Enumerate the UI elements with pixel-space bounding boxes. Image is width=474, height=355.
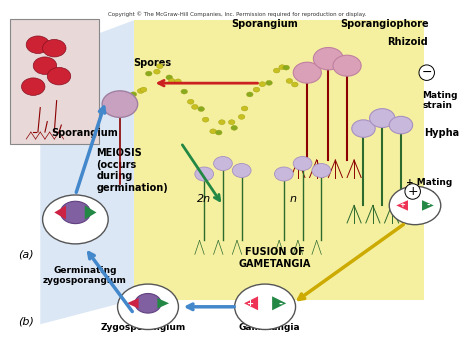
Circle shape	[389, 116, 413, 134]
Circle shape	[214, 157, 232, 170]
Circle shape	[283, 65, 290, 70]
Circle shape	[135, 294, 161, 313]
Text: Hypha: Hypha	[424, 127, 459, 138]
Polygon shape	[55, 206, 66, 219]
Polygon shape	[422, 200, 434, 211]
Circle shape	[26, 36, 50, 54]
Circle shape	[235, 284, 296, 329]
Circle shape	[198, 106, 204, 111]
Text: Zygosporangium: Zygosporangium	[100, 322, 186, 332]
Circle shape	[286, 78, 292, 83]
Text: MEIOSIS
(occurs
during
germination): MEIOSIS (occurs during germination)	[97, 148, 168, 193]
Circle shape	[130, 92, 137, 97]
Circle shape	[146, 71, 152, 76]
Text: 2n: 2n	[197, 194, 211, 204]
Circle shape	[102, 91, 137, 118]
Circle shape	[232, 164, 251, 178]
Text: Spores: Spores	[134, 58, 172, 68]
Circle shape	[292, 82, 298, 87]
Circle shape	[333, 55, 361, 76]
Circle shape	[279, 65, 285, 70]
Circle shape	[293, 157, 312, 170]
Circle shape	[202, 117, 209, 122]
Circle shape	[154, 69, 160, 74]
Circle shape	[253, 87, 260, 92]
Text: (a): (a)	[18, 250, 34, 260]
Circle shape	[246, 92, 253, 97]
Circle shape	[389, 186, 441, 225]
Circle shape	[47, 67, 71, 85]
Circle shape	[231, 125, 237, 130]
Circle shape	[238, 114, 245, 119]
Circle shape	[313, 48, 343, 70]
Text: -: -	[426, 201, 430, 210]
FancyBboxPatch shape	[10, 18, 99, 144]
Circle shape	[60, 201, 91, 224]
Circle shape	[195, 167, 214, 181]
Text: Germinating
zygosporangium: Germinating zygosporangium	[43, 266, 127, 285]
Circle shape	[43, 39, 66, 57]
Circle shape	[166, 75, 173, 80]
Polygon shape	[157, 298, 169, 308]
Text: +: +	[246, 299, 254, 308]
Text: Mating
strain: Mating strain	[422, 91, 457, 110]
Polygon shape	[272, 296, 286, 310]
Text: Gametangia: Gametangia	[239, 322, 301, 332]
Circle shape	[274, 167, 293, 181]
Text: Rhizoid: Rhizoid	[387, 37, 428, 47]
Circle shape	[140, 87, 147, 92]
Circle shape	[33, 57, 57, 75]
Circle shape	[187, 99, 194, 104]
Circle shape	[219, 120, 225, 125]
Circle shape	[312, 164, 331, 178]
Text: + Mating
strain: + Mating strain	[406, 178, 452, 198]
Text: Sporangium: Sporangium	[51, 127, 118, 138]
Text: FUSION OF
GAMETANGIA: FUSION OF GAMETANGIA	[238, 247, 310, 269]
Text: Sporangium: Sporangium	[232, 19, 299, 29]
Text: -: -	[278, 298, 282, 308]
Circle shape	[228, 120, 235, 125]
Polygon shape	[40, 20, 134, 324]
Circle shape	[210, 129, 216, 134]
Text: Sporangiophore: Sporangiophore	[340, 19, 428, 29]
Text: +: +	[399, 202, 405, 208]
Circle shape	[118, 284, 178, 329]
Circle shape	[216, 130, 222, 135]
Circle shape	[259, 82, 265, 87]
Circle shape	[43, 195, 108, 244]
Text: +: +	[407, 185, 418, 198]
Circle shape	[293, 62, 321, 83]
Text: (b): (b)	[18, 316, 34, 326]
Text: n: n	[290, 194, 297, 204]
Circle shape	[175, 79, 181, 84]
Polygon shape	[244, 296, 258, 310]
Circle shape	[181, 89, 188, 94]
Polygon shape	[127, 298, 138, 308]
Circle shape	[156, 64, 163, 69]
Circle shape	[370, 109, 395, 127]
Circle shape	[352, 120, 375, 137]
Circle shape	[137, 88, 144, 93]
Polygon shape	[85, 206, 97, 219]
Circle shape	[169, 78, 175, 83]
Circle shape	[241, 106, 248, 111]
Text: Copyright © The McGraw-Hill Companies, Inc. Permission required for reproduction: Copyright © The McGraw-Hill Companies, I…	[108, 11, 366, 17]
Circle shape	[191, 104, 198, 109]
Circle shape	[21, 78, 45, 95]
Circle shape	[273, 68, 280, 73]
Circle shape	[266, 80, 273, 85]
Polygon shape	[134, 20, 424, 300]
Polygon shape	[396, 200, 408, 211]
Text: −: −	[421, 66, 432, 79]
